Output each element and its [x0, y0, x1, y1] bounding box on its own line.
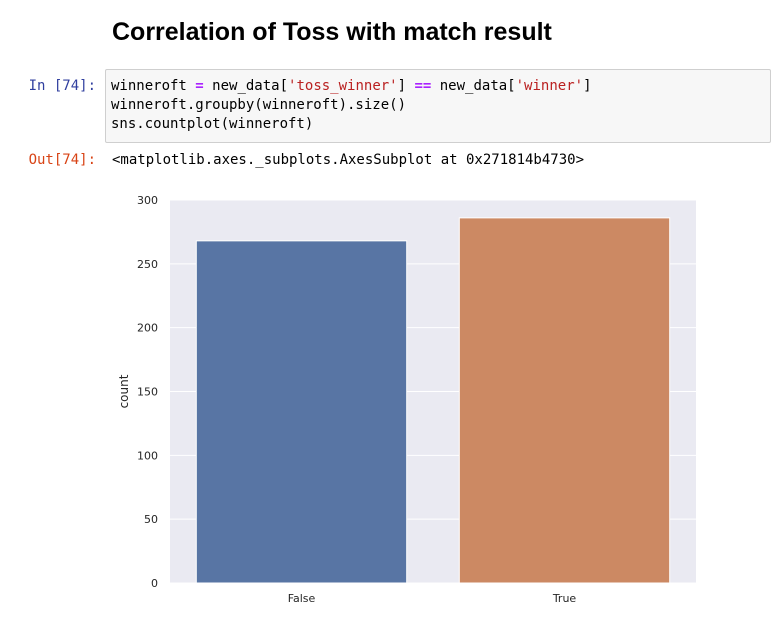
code-line-2: winneroft.groupby(winneroft).size()	[111, 97, 407, 113]
y-tick-label: 200	[137, 322, 158, 335]
countplot-chart: 0 50 100 150 200 250 300 False True count	[117, 194, 696, 605]
y-tick-label: 50	[144, 513, 158, 526]
bar-true	[458, 217, 671, 584]
code-cell[interactable]: winneroft = new_data['toss_winner'] == n…	[105, 69, 771, 143]
y-axis-label: count	[117, 374, 131, 408]
output-prompt: Out[74]:	[28, 152, 96, 168]
y-tick-label: 0	[151, 577, 158, 590]
input-prompt: In [74]:	[28, 78, 96, 94]
y-tick-label: 300	[137, 194, 158, 207]
code-line-3: sns.countplot(winneroft)	[111, 116, 314, 132]
y-tick-label: 250	[137, 258, 158, 271]
y-tick-label: 150	[137, 386, 158, 399]
output-text: <matplotlib.axes._subplots.AxesSubplot a…	[112, 152, 585, 168]
bar-false	[195, 240, 408, 584]
x-tick-label: False	[288, 592, 316, 605]
code-line-1: winneroft = new_data['toss_winner'] == n…	[111, 78, 592, 94]
x-tick-label: True	[552, 592, 577, 605]
y-tick-label: 100	[137, 449, 158, 462]
section-heading: Correlation of Toss with match result	[112, 18, 552, 46]
